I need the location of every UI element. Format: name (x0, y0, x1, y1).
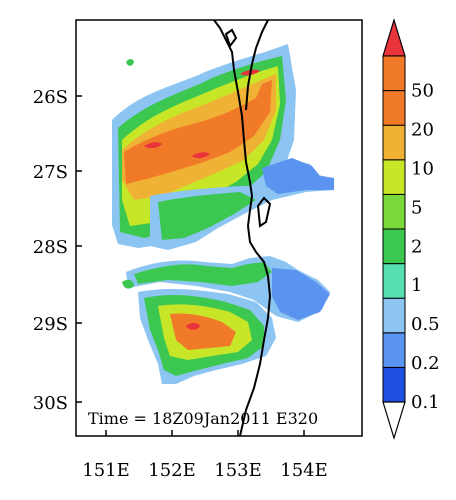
colorbar-segment (382, 124, 406, 161)
lon-label: 154E (280, 460, 328, 481)
island-outline (256, 196, 272, 228)
lat-label: 30S (33, 393, 68, 414)
colorbar-segment (382, 90, 406, 126)
colorbar-level-label: 2 (411, 236, 422, 257)
colorbar-extend-top (382, 17, 406, 57)
colorbar-level-label: 0.2 (411, 353, 440, 374)
map-frame (75, 19, 363, 437)
coastline-east-peninsula (245, 19, 269, 111)
island-north-outline (224, 28, 238, 49)
colorbar-level-label: 10 (411, 158, 434, 179)
colorbar: 0.1 0.2 0.5 1 2 5 10 20 50 (382, 17, 440, 441)
colorbar-segment (382, 366, 406, 403)
latitude-axis: 26S 27S 28S 29S 30S (33, 87, 82, 414)
coastline (213, 19, 272, 437)
rain-area-south-red (186, 323, 200, 330)
colorbar-segment (382, 332, 406, 368)
colorbar-segment (382, 297, 406, 334)
colorbar-segment (382, 263, 406, 299)
colorbar-level-label: 20 (411, 120, 434, 141)
colorbar-level-label: 0.5 (411, 314, 440, 335)
colorbar-level-label: 0.1 (411, 392, 440, 413)
colorbar-level-label: 1 (411, 275, 422, 296)
lon-label: 151E (82, 460, 130, 481)
rain-area-north-orange (124, 80, 272, 184)
lat-label: 26S (33, 87, 68, 108)
lon-label: 153E (214, 460, 262, 481)
colorbar-extend-bottom (382, 401, 406, 441)
precipitation-field (112, 44, 334, 384)
longitude-axis: 151E 152E 153E 154E (82, 430, 328, 481)
lat-label: 28S (33, 237, 68, 258)
colorbar-segment (382, 193, 406, 230)
lat-label: 27S (33, 162, 68, 183)
colorbar-segment (382, 55, 406, 92)
rain-area-mid-blue (262, 158, 334, 194)
rain-area-south-band-green (134, 262, 272, 286)
rain-area-east-blue (272, 268, 330, 320)
colorbar-level-label: 5 (411, 197, 422, 218)
lat-label: 29S (33, 314, 68, 335)
rain-area-nw-blob (126, 59, 134, 66)
time-annotation: Time = 18Z09Jan2011 E320 (88, 409, 318, 428)
rain-area-west-tail (122, 279, 134, 289)
colorbar-segment (382, 159, 406, 195)
colorbar-level-label: 50 (411, 81, 434, 102)
rain-area-south-orange (170, 313, 236, 350)
rain-area-mid-green (158, 192, 256, 240)
colorbar-segment (382, 228, 406, 265)
lon-label: 152E (148, 460, 196, 481)
